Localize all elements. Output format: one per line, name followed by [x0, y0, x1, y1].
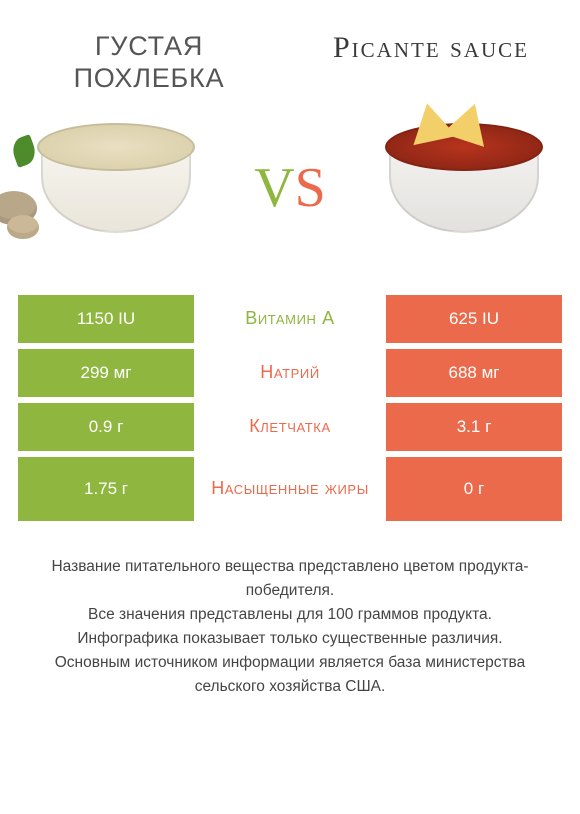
nutrient-label: Насыщенные жиры: [198, 457, 382, 521]
vs-v: V: [254, 160, 294, 216]
footnote-line: Основным источником информации является …: [26, 651, 554, 699]
product-image-right: [367, 113, 562, 263]
infographic-container: ГУСТАЯ ПОХЛЕБКА Picante sauce VS 1150 IU…: [0, 0, 580, 814]
nutrient-label: Натрий: [198, 349, 382, 397]
footnote-line: Инфографика показывает только существенн…: [26, 627, 554, 651]
value-left: 1150 IU: [18, 295, 194, 343]
value-right: 625 IU: [386, 295, 562, 343]
nutrient-row: 1150 IUВитамин A625 IU: [18, 295, 562, 343]
nutrient-row: 1.75 гНасыщенные жиры0 г: [18, 457, 562, 521]
value-right: 0 г: [386, 457, 562, 521]
value-right: 688 мг: [386, 349, 562, 397]
footnote-line: Все значения представлены для 100 граммо…: [26, 603, 554, 627]
chowder-bowl-icon: [41, 143, 191, 233]
salsa-bowl-icon: [389, 143, 539, 233]
nutrient-row: 299 мгНатрий688 мг: [18, 349, 562, 397]
nutrient-row: 0.9 гКлетчатка3.1 г: [18, 403, 562, 451]
nutrient-label: Витамин A: [198, 295, 382, 343]
value-left: 299 мг: [18, 349, 194, 397]
images-row: VS: [18, 113, 562, 263]
vs-s: S: [295, 160, 326, 216]
chip-icon: [443, 97, 497, 147]
clam-icon: [7, 215, 39, 239]
value-right: 3.1 г: [386, 403, 562, 451]
titles-row: ГУСТАЯ ПОХЛЕБКА Picante sauce: [18, 30, 562, 95]
footnotes: Название питательного вещества представл…: [18, 555, 562, 699]
value-left: 0.9 г: [18, 403, 194, 451]
vs-label: VS: [254, 160, 326, 216]
nutrient-label: Клетчатка: [198, 403, 382, 451]
product-title-right: Picante sauce: [300, 30, 562, 66]
product-title-left: ГУСТАЯ ПОХЛЕБКА: [18, 30, 280, 95]
herb-icon: [8, 134, 38, 168]
footnote-line: Название питательного вещества представл…: [26, 555, 554, 603]
value-left: 1.75 г: [18, 457, 194, 521]
product-image-left: [18, 113, 213, 263]
nutrient-table: 1150 IUВитамин A625 IU 299 мгНатрий688 мг…: [18, 295, 562, 521]
